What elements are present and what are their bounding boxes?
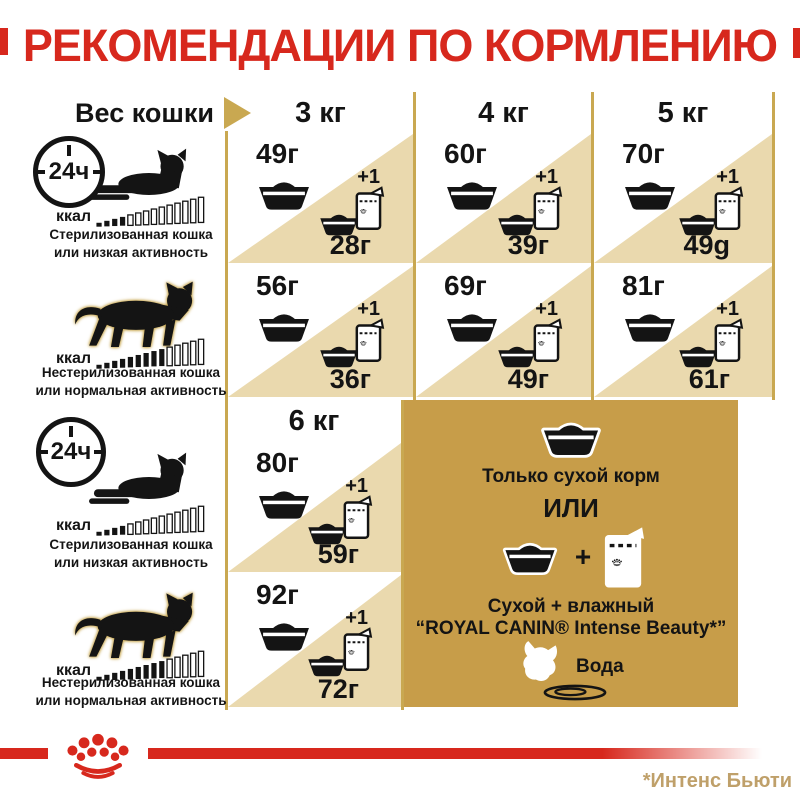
clock-label: 24ч <box>50 438 92 465</box>
feeding-cell-4kg-sterilized: 60г +1 39г <box>416 134 591 263</box>
feeding-cell-5kg-sterilized: 70г +1 49g <box>594 134 772 263</box>
dry-amount: 92г <box>256 579 299 610</box>
wet-amount: 39г <box>507 230 549 260</box>
plus-one-label: +1 <box>357 298 380 320</box>
plus-one-label: +1 <box>345 607 368 629</box>
kcal-bars-icon <box>96 338 205 369</box>
water-label: Вода <box>576 656 624 677</box>
dry-amount: 70г <box>622 138 665 169</box>
water-block: Вода <box>404 640 738 704</box>
bowl-icon <box>252 176 316 212</box>
bowl-icon <box>440 308 504 344</box>
wet-amount: 59г <box>317 539 359 569</box>
page-title: РЕКОМЕНДАЦИИ ПО КОРМЛЕНИЮ <box>22 20 778 71</box>
dry-amount: 49г <box>256 138 299 169</box>
dry-only-label: Только сухой корм <box>482 466 660 487</box>
grid-line <box>591 92 594 400</box>
plus-icon: + <box>574 541 592 572</box>
wet-pouch-icon <box>603 525 645 589</box>
clock-label: 24ч <box>48 158 90 185</box>
mixed-feeding-label: Сухой + влажный <box>487 596 655 617</box>
bowl-icon <box>533 416 609 460</box>
page-edge-accent-left <box>0 28 8 55</box>
wet-amount: 28г <box>329 230 371 260</box>
plus-one-label: +1 <box>535 166 558 188</box>
row-label-sterilized: Стерилизованная кошка или низкая активно… <box>49 537 213 570</box>
footnote: *Интенс Бьюти <box>642 770 792 792</box>
drinking-cat-icon <box>516 640 568 688</box>
feeding-cell-6kg-normal: 92г +1 72г <box>228 575 401 707</box>
or-label: ИЛИ <box>543 493 599 523</box>
footer-band <box>148 748 762 759</box>
grid-line <box>772 92 775 400</box>
water-ripples-icon <box>540 684 610 701</box>
feeding-cell-4kg-normal: 69г +1 49г <box>416 266 591 397</box>
dry-amount: 81г <box>622 270 665 301</box>
plus-one-label: +1 <box>535 298 558 320</box>
plus-one-label: +1 <box>345 475 368 497</box>
clock-tick-icon <box>36 170 45 174</box>
grid-line <box>401 400 404 710</box>
weight-arrow-icon <box>224 97 251 129</box>
brand-product-label: “ROYAL CANIN® Intense Beauty*” <box>415 618 727 639</box>
col-header-6kg: 6 кг <box>288 404 340 437</box>
kcal-label: ккал <box>56 208 92 225</box>
royal-canin-crown-icon <box>56 732 140 780</box>
bowl-icon <box>440 176 504 212</box>
kcal-label: ккал <box>56 662 92 679</box>
wet-amount: 49g <box>683 230 730 260</box>
col-header-4kg: 4 кг <box>478 96 529 129</box>
feeding-cell-3kg-sterilized: 49г +1 28г <box>228 134 413 263</box>
kcal-scale: ккал <box>56 503 208 537</box>
row-label-sterilized: Стерилизованная кошка или низкая активно… <box>49 227 213 260</box>
kcal-scale: ккал <box>56 336 208 370</box>
clock-tick-icon <box>39 450 48 454</box>
dry-amount: 69г <box>444 270 487 301</box>
col-header-5kg: 5 кг <box>657 96 709 129</box>
wet-amount: 36г <box>329 364 371 394</box>
kcal-label: ккал <box>56 350 92 367</box>
bowl-icon <box>618 176 682 212</box>
footer-band <box>0 748 48 759</box>
kcal-bars-icon <box>96 505 205 536</box>
kcal-scale: ккал <box>56 194 208 228</box>
kcal-label: ккал <box>56 517 92 534</box>
weight-header-label: Вес кошки <box>75 97 214 128</box>
grid-line <box>413 92 416 400</box>
feeding-cell-6kg-sterilized: 80г +1 59г <box>228 443 401 572</box>
weight-header: Вес кошки <box>55 94 251 132</box>
bowl-icon <box>252 617 316 653</box>
kcal-bars-icon <box>96 650 205 681</box>
plus-one-label: +1 <box>357 166 380 188</box>
plus-one-label: +1 <box>716 166 739 188</box>
clock-24h-icon: 24ч <box>36 417 106 487</box>
clock-24h-icon: 24ч <box>33 136 105 208</box>
bowl-icon <box>252 485 316 521</box>
col-header-3kg: 3 кг <box>295 96 346 129</box>
bowl-icon <box>252 308 316 344</box>
row-label-normal: Нестерилизованная кошка или нормальная а… <box>35 365 227 398</box>
grid-line <box>225 131 228 710</box>
dry-amount: 56г <box>256 270 299 301</box>
kcal-bars-icon <box>96 196 205 227</box>
bowl-icon <box>618 308 682 344</box>
page-edge-accent-right <box>793 28 800 58</box>
dry-amount: 80г <box>256 447 299 478</box>
wet-amount: 72г <box>317 674 359 704</box>
dry-amount: 60г <box>444 138 487 169</box>
feeding-cell-3kg-normal: 56г +1 36г <box>228 266 413 397</box>
bowl-icon <box>497 537 563 577</box>
plus-one-label: +1 <box>716 298 739 320</box>
wet-amount: 61г <box>688 364 730 394</box>
clock-tick-icon <box>93 170 102 174</box>
row-label-normal: Нестерилизованная кошка или нормальная а… <box>35 675 227 708</box>
dry-plus-wet-combo: + <box>404 525 738 589</box>
wet-amount: 49г <box>507 364 549 394</box>
feeding-options-panel: Только сухой корм ИЛИ + Сухой + влажный … <box>404 400 738 707</box>
kcal-scale: ккал <box>56 648 208 682</box>
feeding-cell-5kg-normal: 81г +1 61г <box>594 266 772 397</box>
clock-tick-icon <box>94 450 103 454</box>
